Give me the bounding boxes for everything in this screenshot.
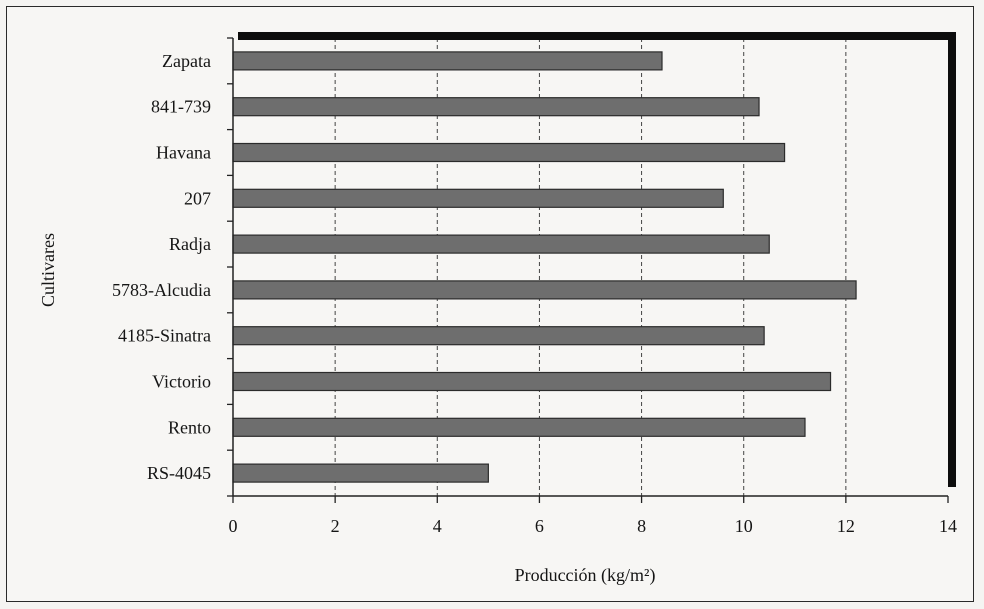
y-tick-label: Radja (169, 234, 211, 254)
bar (232, 188, 724, 208)
y-tick-label: Victorio (152, 372, 211, 392)
y-tick-label: Zapata (162, 51, 211, 71)
y-tick-label: 207 (184, 188, 211, 208)
x-tick-label: 14 (939, 516, 957, 536)
x-tick-label: 12 (837, 516, 855, 536)
bar (232, 51, 663, 71)
y-tick-label: 841-739 (151, 97, 211, 117)
bar (232, 234, 770, 254)
y-tick-label: 4185-Sinatra (118, 326, 211, 346)
x-axis-title: Producción (kg/m²) (515, 565, 656, 586)
x-tick-labels: 0 2 4 6 8 10 12 14 (229, 516, 958, 536)
axes (227, 37, 949, 503)
y-tick-label: Rento (168, 417, 211, 437)
x-tick-label: 10 (735, 516, 753, 536)
bar (232, 97, 760, 117)
y-axis-title: Cultivares (38, 233, 58, 307)
bar (232, 280, 857, 300)
x-tick-label: 2 (331, 516, 340, 536)
x-tick-label: 4 (433, 516, 442, 536)
bar (232, 371, 832, 392)
y-tick-label: 5783-Alcudia (112, 280, 211, 300)
bar (232, 326, 765, 346)
bars (232, 51, 857, 483)
bar (232, 142, 786, 163)
y-tick-label: Havana (156, 143, 211, 163)
plot-shadow-top (238, 32, 956, 40)
x-tick-label: 6 (535, 516, 544, 536)
y-tick-label: RS-4045 (147, 463, 211, 483)
bar (232, 417, 806, 437)
bar (232, 463, 489, 483)
y-tick-labels: Zapata 841-739 Havana 207 Radja 5783-Alcudia 4… (112, 51, 211, 483)
plot-shadow-right (948, 32, 956, 487)
x-tick-label: 8 (637, 516, 646, 536)
x-tick-label: 0 (229, 516, 238, 536)
